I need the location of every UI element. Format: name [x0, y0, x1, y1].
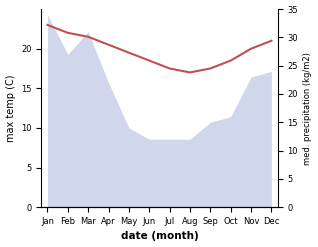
Y-axis label: max temp (C): max temp (C) — [5, 74, 16, 142]
X-axis label: date (month): date (month) — [121, 231, 198, 242]
Y-axis label: med. precipitation (kg/m2): med. precipitation (kg/m2) — [303, 52, 313, 165]
